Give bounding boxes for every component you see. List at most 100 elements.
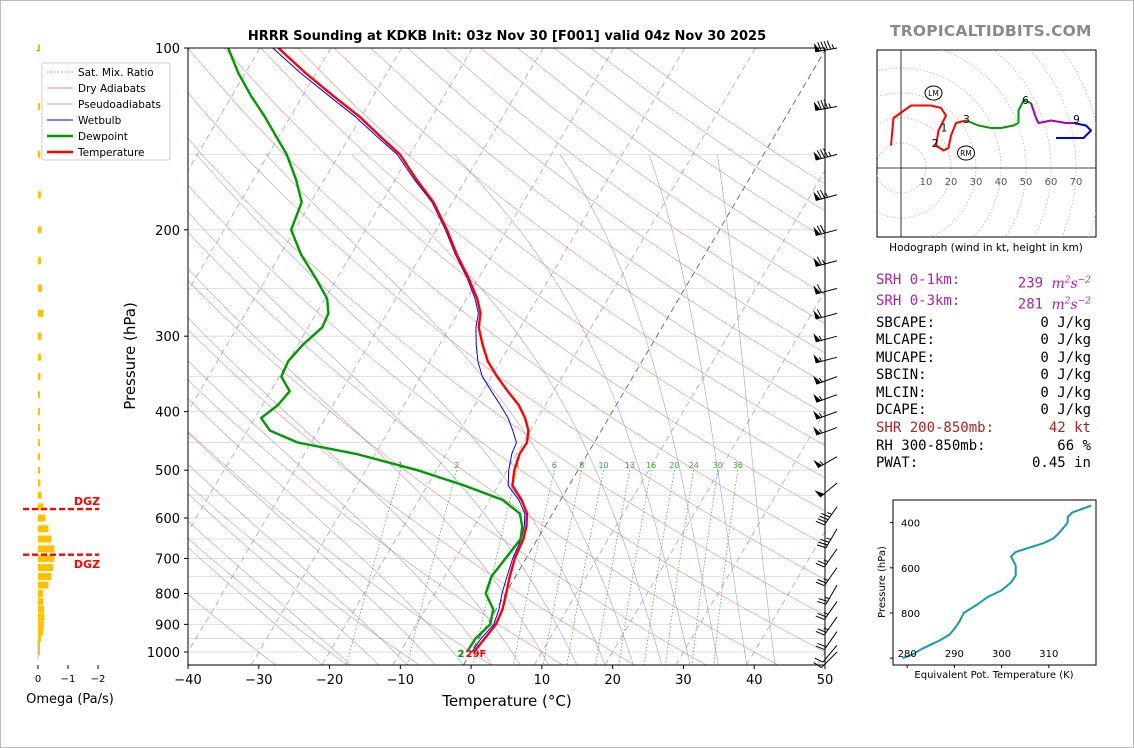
barb-staff — [823, 506, 838, 526]
theta-e-trace — [902, 504, 1092, 660]
barb-full — [818, 541, 828, 546]
wind-barb — [815, 631, 838, 651]
barb-full — [817, 579, 827, 584]
wind-barb — [813, 309, 838, 320]
stat-row: RH 300-850mb: 66 % — [876, 438, 1091, 456]
hodograph-ring-label: 70 — [1070, 177, 1083, 188]
barb-full — [817, 612, 827, 618]
barb-half — [819, 377, 823, 383]
mixing-ratio-label: 6 — [552, 461, 557, 470]
dry-adiabat-line — [188, 594, 276, 665]
barb-flag — [813, 310, 821, 320]
x-tick-label: 10 — [534, 673, 551, 688]
theta-e-y-tick-label: 800 — [901, 609, 920, 620]
wetbulb-trace — [272, 48, 526, 653]
omega-bar — [38, 257, 41, 265]
barb-staff — [823, 601, 838, 620]
barb-full — [815, 562, 825, 568]
barb-half — [819, 460, 824, 466]
barb-staff — [823, 567, 838, 586]
wind-barb — [815, 616, 838, 636]
omega-bar — [38, 589, 44, 597]
dry-adiabat-line — [370, 48, 825, 384]
pseudoadiabat-line — [188, 211, 578, 665]
legend-box — [41, 62, 171, 161]
storm-motion-label: LM — [928, 89, 939, 98]
pseudoadiabat-line — [351, 154, 663, 665]
barb-half — [828, 103, 832, 108]
omega-bar — [38, 439, 40, 447]
y-tick-label: 1000 — [147, 646, 180, 661]
wind-barb — [813, 40, 838, 53]
dry-adiabat-line — [188, 92, 825, 580]
omega-bar — [38, 373, 41, 381]
wind-barb — [815, 506, 838, 526]
omega-bar — [38, 635, 41, 643]
dry-adiabat-line — [188, 231, 778, 665]
pseudoadiabat-line — [188, 268, 549, 665]
wind-barb — [817, 584, 838, 605]
barb-full — [818, 598, 828, 602]
omega-bar — [38, 605, 44, 613]
hodograph-segment — [1056, 122, 1092, 139]
barb-full — [826, 40, 832, 50]
barb-flag — [813, 101, 821, 111]
barb-flag — [813, 191, 821, 201]
wind-barb — [813, 333, 838, 343]
hodograph-segment — [1017, 99, 1032, 123]
pseudoadiabat-line — [188, 317, 521, 665]
stat-unit: m2s−2 — [1051, 275, 1091, 292]
wind-barb — [813, 99, 838, 111]
barb-full — [820, 41, 825, 51]
storm-motion-label: RM — [960, 149, 972, 158]
y-axis-label: Pressure (hPa) — [121, 302, 139, 410]
omega-bar — [38, 453, 40, 461]
omega-bar — [38, 545, 55, 553]
barb-full — [823, 148, 829, 158]
omega-bar — [38, 284, 43, 292]
omega-bar — [38, 491, 42, 499]
omega-bar — [38, 479, 41, 487]
dry-adiabat-line — [188, 138, 825, 616]
mixing-ratio-line — [665, 470, 695, 665]
mixing-ratio-label: 10 — [598, 461, 608, 470]
wind-barb — [813, 256, 838, 267]
barb-staff — [823, 616, 838, 636]
stat-value: 0 J/kg — [1040, 332, 1091, 349]
barb-full — [816, 225, 822, 235]
isotherm-line — [321, 48, 686, 665]
isotherm-line — [463, 49, 825, 665]
x-tick-label: 30 — [675, 673, 692, 688]
barb-full — [815, 520, 825, 526]
barb-full — [817, 518, 827, 523]
dgz-label-lower: DGZ — [74, 558, 100, 571]
barb-full — [823, 99, 829, 109]
mixing-ratio-line — [618, 470, 652, 665]
barb-flag — [814, 490, 824, 498]
wind-barb — [814, 645, 838, 663]
stat-value: 0 J/kg — [1040, 314, 1091, 331]
omega-bar — [38, 44, 40, 52]
stat-value: 66 % — [1057, 437, 1091, 454]
omega-bar — [38, 503, 44, 511]
mixing-ratio-line — [691, 470, 719, 665]
wind-barb — [813, 284, 838, 295]
isotherm-line — [188, 48, 473, 533]
omega-bar — [38, 628, 44, 636]
hodograph-height-label: 3 — [963, 114, 970, 126]
hodograph-ring-label: 30 — [970, 177, 983, 188]
stat-value: 0 J/kg — [1040, 367, 1091, 384]
omega-bar — [38, 564, 53, 572]
barb-staff — [816, 376, 838, 385]
isotherm-line — [675, 410, 825, 665]
wind-barb — [813, 393, 838, 403]
surface-dewpoint-label: 2 — [458, 649, 465, 660]
hodograph-segment — [965, 119, 1019, 129]
barb-full — [817, 560, 827, 565]
theta-e-x-label: Equivalent Pot. Temperature (K) — [914, 670, 1073, 681]
legend-label: Dry Adiabats — [78, 83, 146, 95]
stat-label: SRH 0-1km: — [876, 272, 961, 288]
mixing-ratio-label: 2 — [454, 461, 459, 470]
stat-row: DCAPE: 0 J/kg — [876, 402, 1091, 420]
isotherm-line — [392, 48, 756, 665]
